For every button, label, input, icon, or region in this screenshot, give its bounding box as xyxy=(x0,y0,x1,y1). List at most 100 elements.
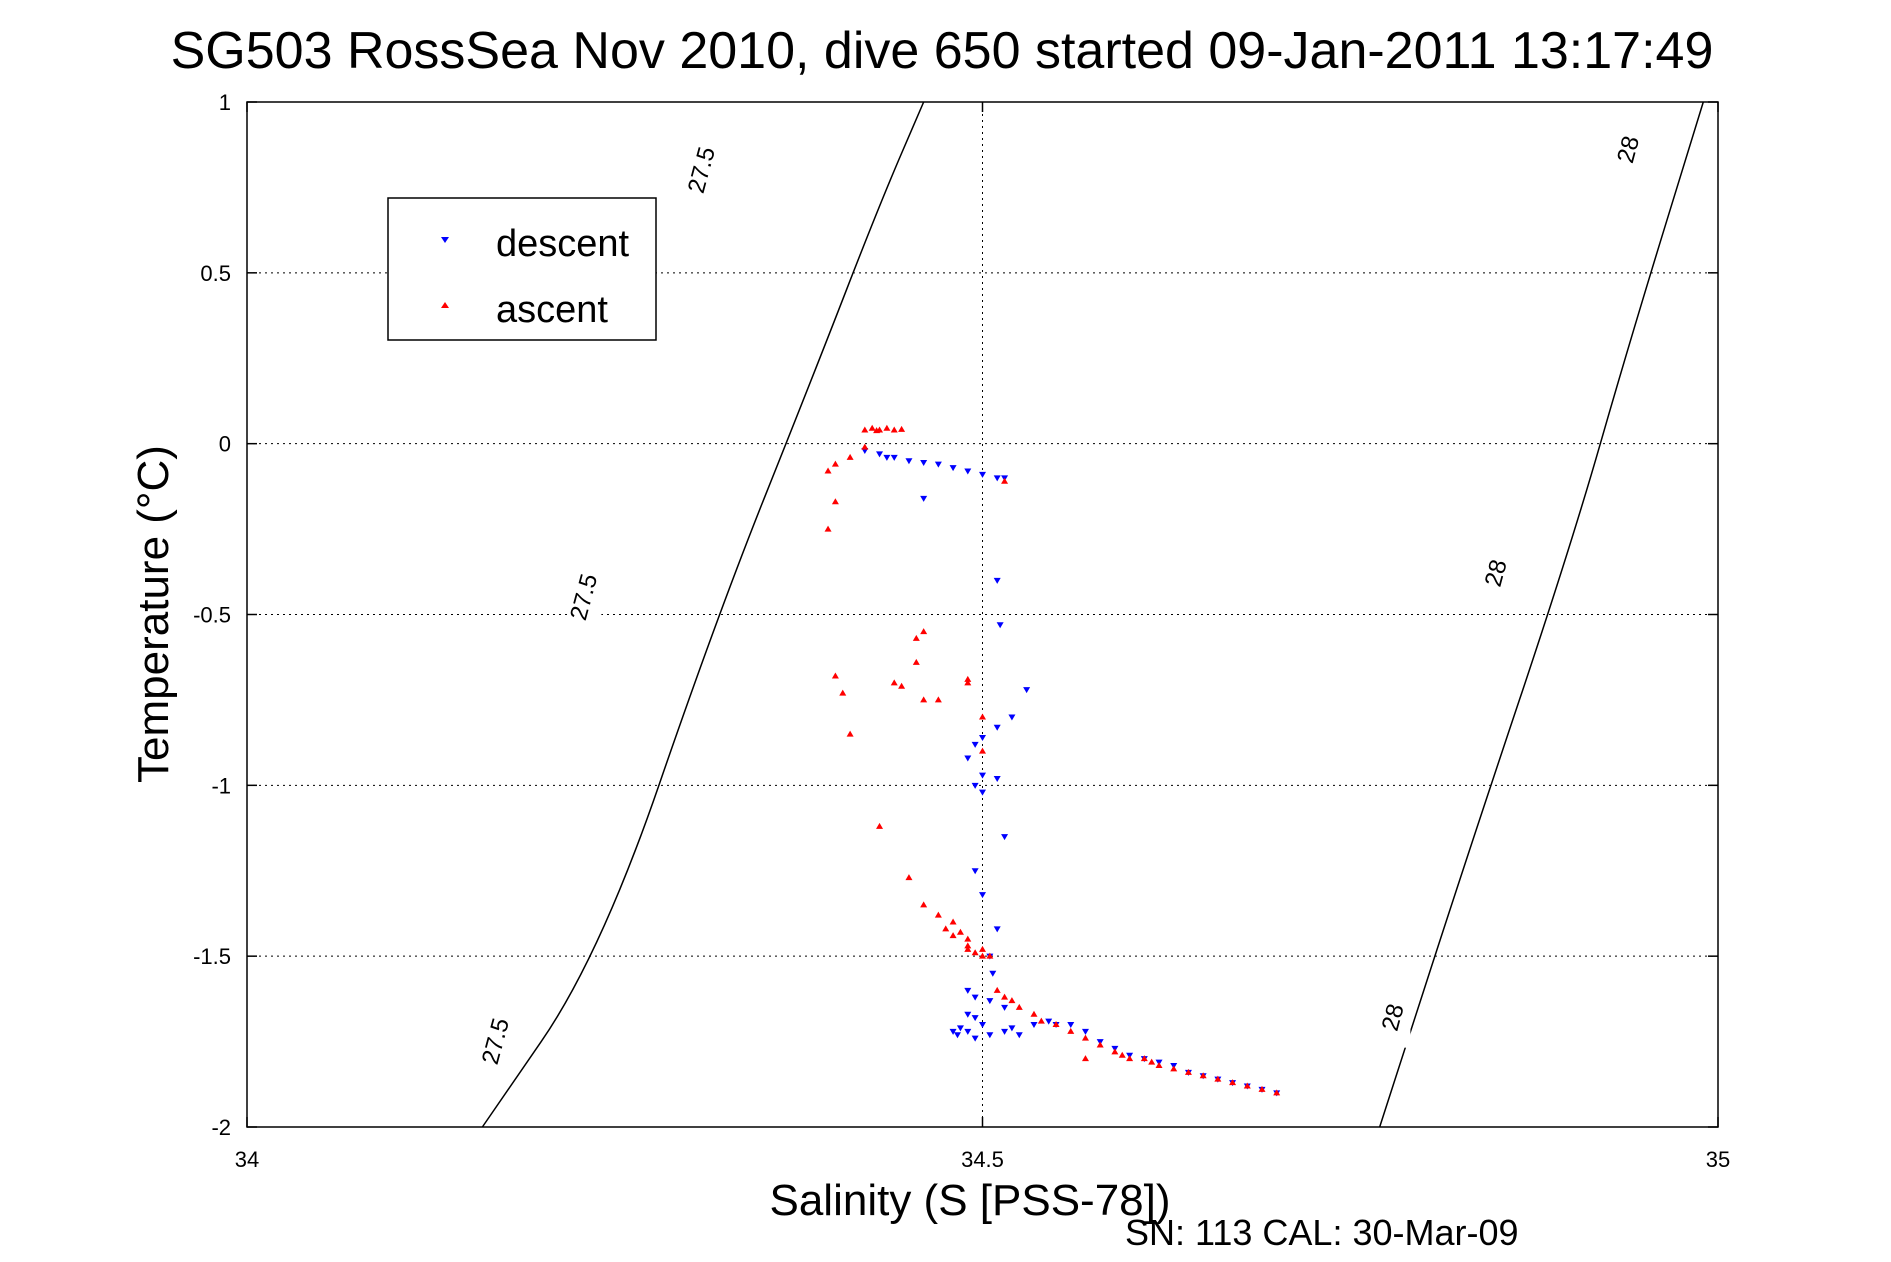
descent-point xyxy=(934,461,942,468)
ascent-point xyxy=(846,730,854,737)
y-tick-label: 0.5 xyxy=(200,261,231,286)
ascent-point xyxy=(1184,1068,1192,1075)
contour-label-bg xyxy=(481,1011,514,1072)
descent-point xyxy=(949,465,957,472)
y-tick-label: -1 xyxy=(211,773,231,798)
ascent-point xyxy=(1155,1062,1163,1068)
ascent-point xyxy=(1096,1041,1104,1048)
descent-point xyxy=(971,741,979,748)
x-tick-label: 34 xyxy=(235,1147,259,1172)
ascent-point xyxy=(949,932,957,939)
legend-marker-descent xyxy=(441,237,449,243)
ascent-point xyxy=(883,424,891,431)
descent-point xyxy=(1008,714,1016,721)
descent-point xyxy=(1001,1028,1009,1035)
ascent-point xyxy=(920,901,928,908)
ascent-point xyxy=(1214,1075,1222,1082)
descent-point xyxy=(979,471,986,478)
descent-point xyxy=(883,454,891,461)
descent-point xyxy=(979,1022,986,1028)
legend-label-descent: descent xyxy=(496,223,630,265)
descent-point xyxy=(971,994,979,1001)
descent-point xyxy=(1030,1022,1038,1028)
ascent-point xyxy=(964,945,972,952)
ascent-point xyxy=(1111,1048,1119,1055)
y-tick-label: 1 xyxy=(219,90,231,115)
ascent-point xyxy=(824,467,832,474)
descent-point xyxy=(979,892,986,899)
descent-point xyxy=(996,622,1004,629)
descent-point xyxy=(1001,1004,1009,1011)
contour-label-bg xyxy=(1378,987,1411,1048)
ascent-point xyxy=(1140,1055,1148,1062)
ascent-point xyxy=(839,689,847,696)
legend: descent ascent xyxy=(387,197,657,341)
ascent-point xyxy=(890,679,898,686)
ascent-point xyxy=(979,945,986,952)
y-tick-label: -1.5 xyxy=(193,944,231,969)
chart-title: SG503 RossSea Nov 2010, dive 650 started… xyxy=(171,22,1714,80)
descent-point xyxy=(993,776,1001,782)
footer-text: SN: 113 CAL: 30-Mar-09 xyxy=(1125,1212,1519,1253)
ascent-point xyxy=(1258,1085,1266,1092)
descent-point xyxy=(986,1032,994,1039)
ascent-point xyxy=(912,634,920,641)
axis-ticks: 34 34.5 35 1 0.5 0 -0.5 -1 -1.5 -2 xyxy=(193,90,1730,1172)
grid xyxy=(247,102,1718,1127)
ascent-point xyxy=(1229,1079,1237,1086)
ascent-point xyxy=(1015,1003,1023,1010)
contour-line-28 xyxy=(1378,101,1705,1128)
descent-point xyxy=(920,459,928,466)
ascent-point xyxy=(1081,1055,1089,1062)
ascent-point xyxy=(979,713,986,720)
descent-point xyxy=(1081,1028,1089,1035)
descent-point xyxy=(920,495,928,502)
descent-point xyxy=(964,1028,972,1035)
data-points xyxy=(824,424,1281,1097)
ascent-point xyxy=(831,498,839,505)
ascent-point xyxy=(831,460,839,467)
ascent-point xyxy=(1037,1017,1045,1024)
y-tick-label: -0.5 xyxy=(193,603,231,628)
ascent-point xyxy=(1273,1089,1281,1096)
descent-point xyxy=(993,926,1001,933)
descent-point xyxy=(964,468,972,475)
ascent-point xyxy=(920,628,928,635)
ascent-point xyxy=(964,679,972,686)
ascent-point xyxy=(1001,993,1009,1000)
descent-point xyxy=(1008,1025,1016,1032)
x-tick-label: 34.5 xyxy=(961,1147,1004,1172)
ascent-point xyxy=(1052,1021,1060,1027)
descent-point xyxy=(964,1011,972,1018)
ascent-point xyxy=(1001,477,1009,484)
descent-point xyxy=(1045,1018,1053,1025)
ascent-point xyxy=(920,696,928,703)
descent-point xyxy=(1067,1022,1075,1028)
ascent-point xyxy=(986,952,994,959)
y-axis-label: Temperature (°C) xyxy=(129,445,178,783)
descent-point xyxy=(964,755,972,762)
ascent-point xyxy=(1126,1055,1134,1062)
ascent-point xyxy=(876,822,884,829)
ascent-point xyxy=(964,675,972,682)
ascent-point xyxy=(824,525,832,532)
x-axis-label: Salinity (S [PSS-78]) xyxy=(769,1176,1170,1225)
descent-point xyxy=(971,782,979,789)
ascent-point xyxy=(942,925,950,932)
ascent-point xyxy=(905,874,913,881)
descent-point xyxy=(890,454,898,461)
ascent-point xyxy=(912,658,920,665)
legend-label-ascent: ascent xyxy=(496,289,608,331)
descent-point xyxy=(964,987,972,994)
ascent-point xyxy=(1199,1072,1207,1079)
descent-point xyxy=(956,1025,964,1032)
ascent-point xyxy=(861,443,869,450)
y-tick-label: -2 xyxy=(211,1115,231,1140)
legend-marker-ascent xyxy=(441,302,449,308)
descent-point xyxy=(953,1032,961,1039)
ascent-point xyxy=(898,682,906,689)
ascent-point xyxy=(1170,1065,1178,1072)
descent-point xyxy=(989,970,997,977)
ascent-point xyxy=(934,911,942,918)
